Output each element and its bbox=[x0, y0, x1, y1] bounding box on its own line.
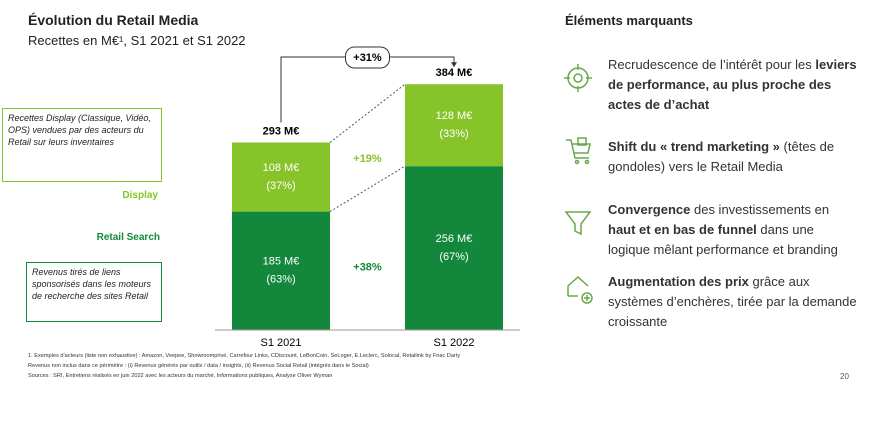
total-label: 384 M€ bbox=[436, 67, 473, 79]
chart-subtitle: Recettes en M€¹, S1 2021 et S1 2022 bbox=[28, 33, 246, 48]
share-label: (37%) bbox=[266, 180, 295, 192]
bar-segment bbox=[232, 142, 330, 212]
footnote: Revenus non inclus dans ce périmètre : (… bbox=[28, 363, 369, 369]
arrowhead bbox=[451, 62, 457, 68]
bar-segment bbox=[405, 84, 503, 167]
growth-box bbox=[345, 46, 390, 69]
highlight-item: Augmentation des prix grâce aux systèmes… bbox=[608, 272, 858, 332]
highlight-text: grâce aux systèmes d’enchères, tirée par… bbox=[608, 274, 857, 329]
total-growth-label: +31% bbox=[353, 52, 382, 64]
value-label: 128 M€ bbox=[436, 110, 473, 122]
highlight-item: Convergence des investissements en haut … bbox=[608, 200, 858, 260]
highlight-text: Recrudescence de l’intérêt pour les bbox=[608, 57, 816, 72]
page-number: 20 bbox=[840, 372, 849, 381]
bar-segment bbox=[232, 211, 330, 330]
x-tick-label: S1 2021 bbox=[261, 337, 302, 349]
footnote: Sources : SRI, Entretiens réalisés en ju… bbox=[28, 373, 333, 379]
growth-label: +19% bbox=[353, 153, 382, 165]
retail-search-description: Revenus tirés de liens sponsorisés dans … bbox=[26, 262, 162, 322]
highlight-text: (têtes de gondoles) vers le Retail Media bbox=[608, 139, 835, 174]
legend-label: Retail Search bbox=[96, 232, 160, 243]
total-label: 293 M€ bbox=[263, 125, 300, 137]
highlight-text: haut et en bas de funnel bbox=[608, 222, 757, 237]
footnote: 1. Exemples d’acteurs (liste non exhaust… bbox=[28, 353, 461, 359]
highlights-title: Éléments marquants bbox=[565, 13, 693, 28]
share-label: (67%) bbox=[439, 251, 468, 263]
value-label: 256 M€ bbox=[436, 233, 473, 245]
highlight-text: Augmentation des prix bbox=[608, 274, 749, 289]
share-label: (63%) bbox=[266, 274, 295, 286]
x-tick-label: S1 2022 bbox=[434, 337, 475, 349]
highlight-text: Convergence bbox=[608, 202, 691, 217]
legend-label: Display bbox=[122, 190, 158, 201]
chart-title: Évolution du Retail Media bbox=[28, 12, 199, 28]
icons bbox=[564, 64, 593, 304]
value-label: 108 M€ bbox=[263, 162, 300, 174]
highlight-text: leviers de performance, au plus proche d… bbox=[608, 57, 857, 112]
share-label: (33%) bbox=[439, 128, 468, 140]
bar-segment bbox=[405, 166, 503, 330]
highlight-item: Recrudescence de l’intérêt pour les levi… bbox=[608, 55, 858, 115]
highlight-text: des investissements en bbox=[690, 202, 830, 217]
value-label: 185 M€ bbox=[263, 256, 300, 268]
growth-label: +38% bbox=[353, 261, 382, 273]
display-description: Recettes Display (Classique, Vidéo, OPS)… bbox=[2, 108, 162, 182]
connector bbox=[329, 165, 406, 213]
highlight-text: dans une logique mêlant performance et b… bbox=[608, 222, 838, 257]
highlight-item: Shift du « trend marketing » (têtes de g… bbox=[608, 137, 858, 177]
connector bbox=[329, 83, 406, 143]
highlight-text: Shift du « trend marketing » bbox=[608, 139, 780, 154]
